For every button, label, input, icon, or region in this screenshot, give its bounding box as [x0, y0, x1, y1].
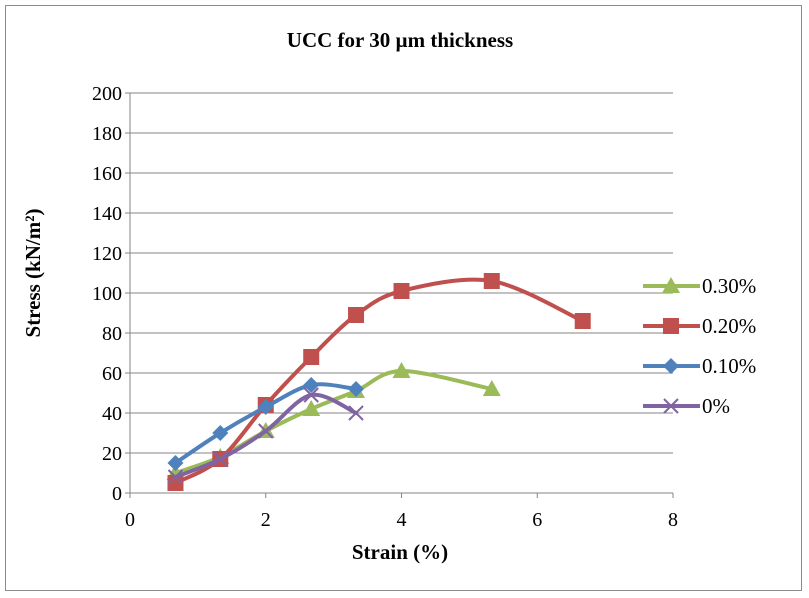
y-tick-label: 80 [102, 323, 122, 345]
series-0pct [167, 387, 364, 485]
y-tick-label: 160 [92, 163, 122, 185]
legend-label: 0.20% [702, 314, 756, 338]
data-point-0pct [258, 423, 274, 439]
marker-x-stroke [663, 398, 679, 414]
y-tick-labels: 0 20 40 60 80 100 120 140 160 180 200 [92, 83, 122, 505]
chart-title: UCC for 30 µm thickness [287, 28, 513, 52]
data-point-0-20pct [167, 475, 184, 491]
data-point-0-20pct [574, 313, 591, 329]
data-point-0-20pct [483, 273, 500, 289]
x-tick-label: 2 [261, 509, 271, 531]
y-tick-label: 60 [102, 363, 122, 385]
marker-x-stroke [212, 451, 228, 467]
legend-label: 0% [702, 394, 730, 418]
plot-area [166, 273, 591, 491]
legend: 0.30% 0.20% 0.10% 0% [643, 274, 756, 418]
y-tick-label: 200 [92, 83, 122, 105]
x-tick-labels: 0 2 4 6 8 [125, 509, 678, 531]
y-tick-label: 40 [102, 403, 122, 425]
legend-label: 0.30% [702, 274, 756, 298]
x-tick-label: 4 [397, 509, 407, 531]
legend-marker [663, 358, 679, 374]
series-0-10pct [167, 377, 365, 471]
data-point-0pct [167, 469, 184, 485]
data-point-0pct [348, 405, 364, 421]
y-axis-label: Stress (kN/m²) [21, 209, 45, 338]
data-point-0-20pct [303, 349, 320, 365]
y-tick-label: 140 [92, 203, 122, 225]
data-point-0-10pct [212, 425, 229, 441]
data-point-0-30pct [482, 380, 501, 396]
data-point-0-10pct [167, 455, 184, 471]
data-point-0-20pct [348, 307, 365, 323]
marker-x-stroke [348, 405, 364, 421]
grid-lines [130, 92, 673, 454]
y-tick-label: 100 [92, 283, 122, 305]
legend-item-0-20pct: 0.20% [643, 314, 756, 338]
series-0-20pct [167, 273, 591, 491]
data-point-0-30pct [302, 400, 321, 416]
y-tick-label: 180 [92, 123, 122, 145]
legend-marker [663, 318, 679, 334]
y-tick-label: 0 [112, 483, 122, 505]
x-tick-label: 0 [125, 509, 135, 531]
marker-x-stroke [303, 387, 319, 403]
x-tick-label: 6 [532, 509, 542, 531]
legend-item-0pct: 0% [643, 394, 730, 418]
data-point-0-10pct [303, 377, 320, 393]
x-tick-label: 8 [668, 509, 678, 531]
marker-x-stroke [167, 469, 184, 485]
legend-item-0-30pct: 0.30% [643, 274, 756, 298]
data-point-0-30pct [392, 362, 411, 378]
data-point-0pct [212, 451, 228, 467]
data-point-0-10pct [257, 399, 274, 415]
data-point-0-20pct [393, 283, 410, 299]
y-tick-label: 20 [102, 443, 122, 465]
legend-label: 0.10% [702, 354, 756, 378]
legend-marker [663, 398, 679, 414]
legend-item-0-10pct: 0.10% [643, 354, 756, 378]
y-tick-label: 120 [92, 243, 122, 265]
legend-marker [662, 277, 680, 293]
data-point-0pct [303, 387, 319, 403]
axes [125, 92, 674, 498]
data-point-0-10pct [348, 381, 365, 397]
marker-x-stroke [258, 423, 274, 439]
x-axis-label: Strain (%) [352, 540, 448, 564]
